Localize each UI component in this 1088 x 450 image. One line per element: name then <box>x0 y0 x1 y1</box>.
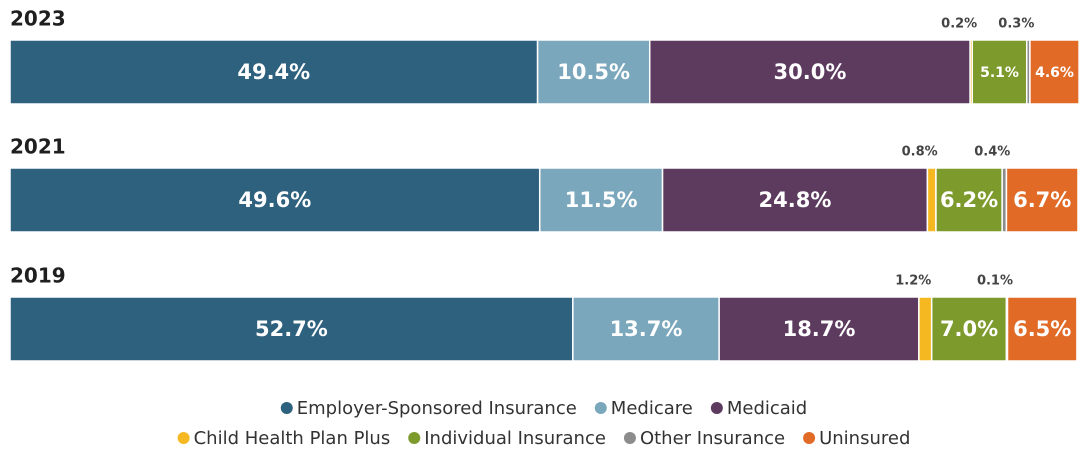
value-label: 49.4% <box>237 60 310 84</box>
bar-segment <box>1006 296 1078 362</box>
value-label: 7.0% <box>940 317 998 341</box>
legend-row: Child Health Plan Plus Individual Insuran… <box>177 428 910 449</box>
bar-segment <box>935 167 1003 233</box>
legend-label: Child Health Plan Plus <box>194 428 391 449</box>
legend-swatch <box>280 402 293 414</box>
value-label: 30.0% <box>774 60 847 84</box>
value-label: 1.2% <box>895 274 931 289</box>
legend-label: Uninsured <box>819 428 910 449</box>
value-label: 18.7% <box>783 317 856 341</box>
legend-label: Other Insurance <box>640 428 785 449</box>
category-label: 2021 <box>10 135 66 159</box>
bar-segment <box>1005 167 1079 233</box>
legend-label: Individual Insurance <box>424 428 606 449</box>
bar-segment <box>648 39 971 105</box>
value-label: 0.3% <box>998 17 1034 32</box>
bar-segment <box>9 167 541 233</box>
value-label: 6.7% <box>1013 188 1071 212</box>
legend-row: Employer-Sponsored Insurance Medicare Medi… <box>280 398 807 419</box>
value-label: 0.8% <box>902 145 938 160</box>
bar-segment <box>926 167 937 233</box>
value-label: 24.8% <box>759 188 832 212</box>
value-label: 0.1% <box>977 274 1013 289</box>
legend-swatch <box>408 432 421 444</box>
value-label: 10.5% <box>557 60 630 84</box>
value-label: 0.2% <box>941 17 977 32</box>
value-label: 5.1% <box>980 65 1019 81</box>
bar-segment <box>536 39 651 105</box>
bar-segment <box>9 39 539 105</box>
value-label: 52.7% <box>255 317 328 341</box>
bar-segment <box>538 167 664 233</box>
legend-swatch <box>803 432 816 444</box>
value-label: 11.5% <box>565 188 638 212</box>
category-label: 2019 <box>10 264 66 288</box>
value-label: 4.6% <box>1035 65 1074 81</box>
category-label: 2023 <box>10 7 66 31</box>
value-label: 6.2% <box>940 188 998 212</box>
bar-segment <box>1029 39 1080 105</box>
bar-segment <box>9 296 574 362</box>
value-label: 49.6% <box>238 188 311 212</box>
value-label: 6.5% <box>1013 317 1071 341</box>
value-label: 13.7% <box>610 317 683 341</box>
bar-segment <box>718 296 920 362</box>
value-label: 0.4% <box>974 145 1010 160</box>
bar-segment <box>918 296 933 362</box>
legend-swatch <box>710 402 723 414</box>
legend-label: Medicaid <box>727 398 807 419</box>
legend-swatch <box>177 432 190 444</box>
legend-swatch <box>623 432 636 444</box>
legend-label: Employer-Sponsored Insurance <box>297 398 577 419</box>
bar-segment <box>661 167 929 233</box>
legend-label: Medicare <box>611 398 693 419</box>
legend-swatch <box>594 402 607 414</box>
